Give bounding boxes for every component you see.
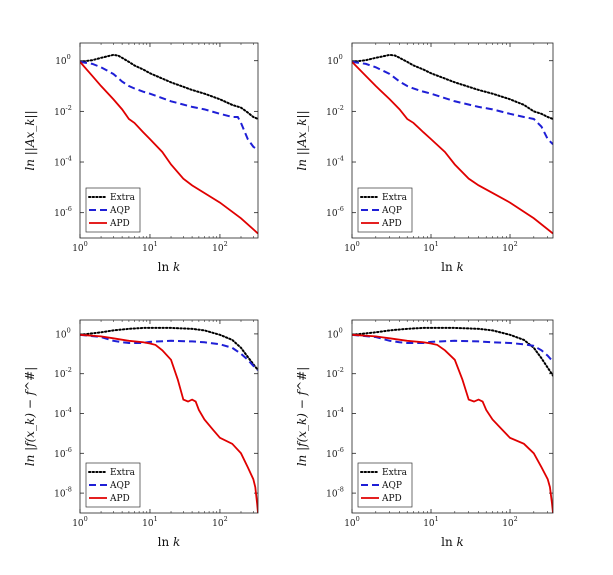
legend-label: Extra [382, 468, 408, 478]
series-line-extra [352, 53, 553, 120]
legend-label: Extra [110, 468, 136, 478]
x-tick-label: 101 [142, 240, 158, 254]
legend-label: AQP [109, 206, 130, 216]
x-tick-label: 102 [212, 515, 228, 529]
y-tick-label: 10-2 [326, 366, 344, 380]
y-tick-label: 10-8 [326, 486, 344, 500]
chart-panel-bottom-right: 100 101 102 10-8 10-6 10-4 10-2 100 Extra AQP APD l… [295, 319, 554, 549]
x-tick-label: 102 [502, 515, 518, 529]
series-line-aqp [80, 60, 258, 151]
x-tick-label: 101 [142, 515, 158, 529]
y-tick-label: 100 [327, 53, 343, 67]
y-tick-label: 10-4 [54, 155, 72, 169]
y-axis-label: ln ||Ax_k|| [23, 110, 37, 170]
legend-label: APD [381, 494, 402, 504]
y-axis-label: ln |f(x_k) − f^#| [23, 367, 37, 467]
series-line-aqp [80, 333, 258, 371]
axes-box [79, 42, 259, 239]
x-axis-label: ln k [441, 535, 464, 549]
x-axis-label: ln k [441, 260, 464, 274]
legend: Extra AQP APD [357, 187, 413, 233]
series-line-apd [80, 61, 258, 235]
chart-panel-top-left: 100 101 102 10-6 10-4 10-2 100 Extra AQP APD ln k l… [23, 42, 259, 274]
axes-box [79, 319, 259, 514]
series-line-extra [352, 326, 553, 377]
series-line-aqp [352, 333, 553, 363]
axes-box [351, 319, 554, 514]
x-tick-label: 100 [344, 240, 360, 254]
series-line-apd [352, 333, 553, 513]
series-line-extra [80, 326, 258, 372]
y-axis-label: ln ||Ax_k|| [295, 110, 309, 170]
y-tick-label: 10-6 [326, 446, 344, 460]
series-line-extra [80, 53, 258, 120]
chart-panel-top-right: 100 101 102 10-6 10-4 10-2 100 Extra AQP APD ln k l… [295, 42, 554, 274]
x-tick-label: 101 [423, 240, 439, 254]
y-tick-label: 100 [55, 53, 71, 67]
y-tick-label: 10-8 [54, 486, 72, 500]
legend: Extra AQP APD [357, 462, 413, 508]
series-line-apd [352, 61, 553, 235]
x-axis-label: ln k [158, 260, 181, 274]
series-line-aqp [352, 60, 553, 146]
x-tick-label: 102 [212, 240, 228, 254]
axes-box [351, 42, 554, 239]
legend: Extra AQP APD [85, 462, 141, 508]
y-tick-label: 10-6 [54, 205, 72, 219]
legend: Extra AQP APD [85, 187, 141, 233]
legend-label: APD [109, 219, 130, 229]
legend-label: AQP [381, 206, 402, 216]
y-tick-label: 10-6 [326, 205, 344, 219]
legend-label: APD [381, 219, 402, 229]
y-tick-label: 10-4 [326, 155, 344, 169]
y-tick-label: 10-2 [326, 104, 344, 118]
y-tick-label: 100 [327, 326, 343, 340]
x-tick-label: 102 [502, 240, 518, 254]
legend-label: Extra [382, 193, 408, 203]
y-tick-label: 10-2 [54, 366, 72, 380]
x-axis-label: ln k [158, 535, 181, 549]
y-tick-label: 10-6 [54, 446, 72, 460]
x-tick-label: 100 [344, 515, 360, 529]
legend-label: AQP [381, 481, 402, 491]
legend-label: Extra [110, 193, 136, 203]
x-tick-label: 101 [423, 515, 439, 529]
y-axis-label: ln |f(x_k) − f^#| [295, 367, 309, 467]
legend-label: APD [109, 494, 130, 504]
x-tick-label: 100 [72, 240, 88, 254]
y-tick-label: 10-4 [326, 406, 344, 420]
x-tick-label: 100 [72, 515, 88, 529]
y-tick-label: 10-2 [54, 104, 72, 118]
y-tick-label: 100 [55, 326, 71, 340]
legend-label: AQP [109, 481, 130, 491]
chart-panel-bottom-left: 100 101 102 10-8 10-6 10-4 10-2 100 Extra AQP APD l… [23, 319, 259, 549]
y-tick-label: 10-4 [54, 406, 72, 420]
series-line-apd [80, 333, 258, 513]
